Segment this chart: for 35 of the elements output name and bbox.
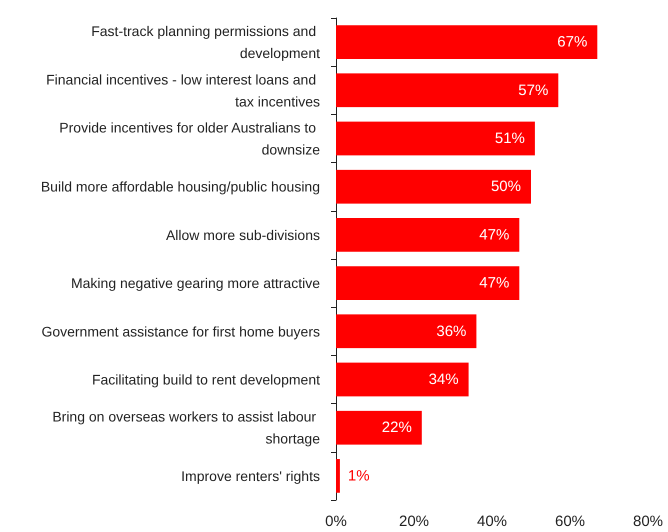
- data-label: 51%: [494, 130, 525, 147]
- bar: [336, 362, 469, 396]
- y-tick-label: Facilitating build to rent development: [92, 372, 320, 388]
- y-tick-label: Making negative gearing more attractive: [70, 275, 320, 292]
- y-tick-label: Allow more sub-divisions: [166, 226, 320, 243]
- bar: [336, 218, 520, 252]
- x-tick-label: 40%: [476, 513, 508, 530]
- y-tick-label: Financial incentives - low interest loans and tax incentives: [46, 71, 320, 110]
- data-label: 36%: [436, 322, 466, 340]
- x-tick-label: 0%: [325, 513, 347, 530]
- data-label: 57%: [518, 82, 548, 99]
- data-label: 47%: [479, 226, 510, 244]
- data-label: 67%: [557, 34, 588, 51]
- data-label: 47%: [479, 274, 510, 292]
- data-label: 34%: [428, 371, 459, 388]
- y-tick-label: Government assistance for first home buyers: [41, 323, 320, 340]
- data-label: 22%: [382, 419, 412, 436]
- bar: [336, 459, 340, 493]
- bar: [336, 314, 476, 348]
- x-tick-label: 20%: [398, 513, 430, 530]
- x-tick-label: 80%: [632, 513, 664, 530]
- bar: [336, 410, 422, 445]
- data-label: 1%: [348, 467, 370, 484]
- y-tick-label: Bring on overseas workers to assist labour shortage: [52, 408, 320, 447]
- bar: [336, 122, 535, 156]
- y-tick-label: Improve renters' rights: [181, 468, 320, 484]
- bar: [336, 170, 531, 204]
- y-tick-label: Provide incentives for older Australians to downsize: [59, 120, 320, 158]
- x-tick-label: 60%: [554, 513, 586, 530]
- bar: [336, 266, 520, 300]
- data-label: 50%: [490, 178, 521, 196]
- y-tick-label: Build more affordable housing/public housing: [40, 178, 320, 195]
- bar: [336, 25, 598, 59]
- y-tick-label: Fast-track planning permissions and development: [91, 23, 320, 62]
- bar: [336, 73, 558, 108]
